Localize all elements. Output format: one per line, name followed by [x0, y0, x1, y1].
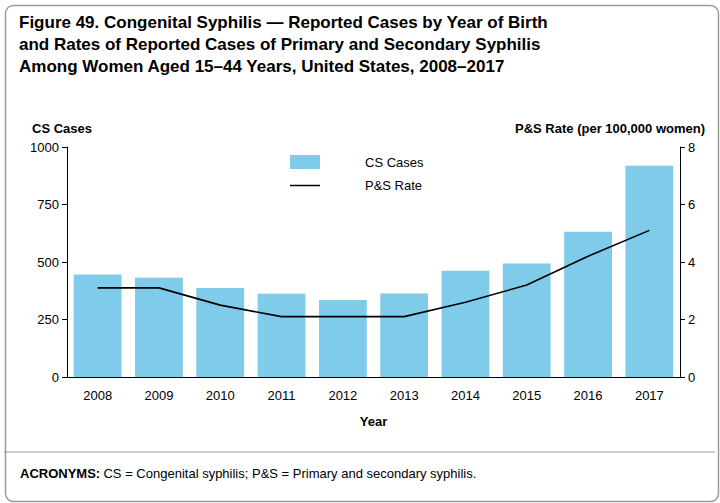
svg-text:250: 250	[37, 312, 59, 327]
svg-text:750: 750	[37, 197, 59, 212]
svg-text:4: 4	[688, 255, 695, 270]
svg-text:2016: 2016	[574, 388, 603, 403]
svg-text:2011: 2011	[268, 388, 296, 403]
svg-text:P&S Rate (per 100,000 women): P&S Rate (per 100,000 women)	[515, 121, 705, 136]
svg-text:2013: 2013	[390, 388, 419, 403]
svg-text:0: 0	[52, 370, 59, 385]
svg-text:and Rates of Reported Cases of: and Rates of Reported Cases of Primary a…	[19, 35, 541, 54]
svg-text:500: 500	[37, 255, 59, 270]
svg-text:Among Women Aged 15–44 Years,: Among Women Aged 15–44 Years, United Sta…	[19, 57, 504, 76]
svg-text:CS Cases: CS Cases	[365, 155, 424, 170]
svg-text:2010: 2010	[206, 388, 235, 403]
svg-text:8: 8	[688, 140, 695, 155]
svg-text:Figure 49. Congenital Syphilis: Figure 49. Congenital Syphilis — Reporte…	[19, 13, 548, 32]
svg-text:2017: 2017	[635, 388, 664, 403]
svg-text:ACRONYMS:: ACRONYMS:	[20, 466, 100, 481]
svg-text:2012: 2012	[328, 388, 357, 403]
svg-text:P&S Rate: P&S Rate	[365, 178, 422, 193]
svg-text:1000: 1000	[30, 140, 59, 155]
svg-text:2014: 2014	[451, 388, 480, 403]
svg-text:Year: Year	[360, 414, 387, 429]
svg-text:2008: 2008	[83, 388, 112, 403]
svg-text:2009: 2009	[144, 388, 173, 403]
svg-text:CS = Congenital syphilis; P&S: CS = Congenital syphilis; P&S = Primary …	[103, 466, 476, 481]
svg-text:CS Cases: CS Cases	[32, 121, 92, 136]
svg-text:0: 0	[688, 370, 695, 385]
svg-text:2: 2	[688, 312, 695, 327]
svg-text:2015: 2015	[512, 388, 541, 403]
svg-text:6: 6	[688, 197, 695, 212]
